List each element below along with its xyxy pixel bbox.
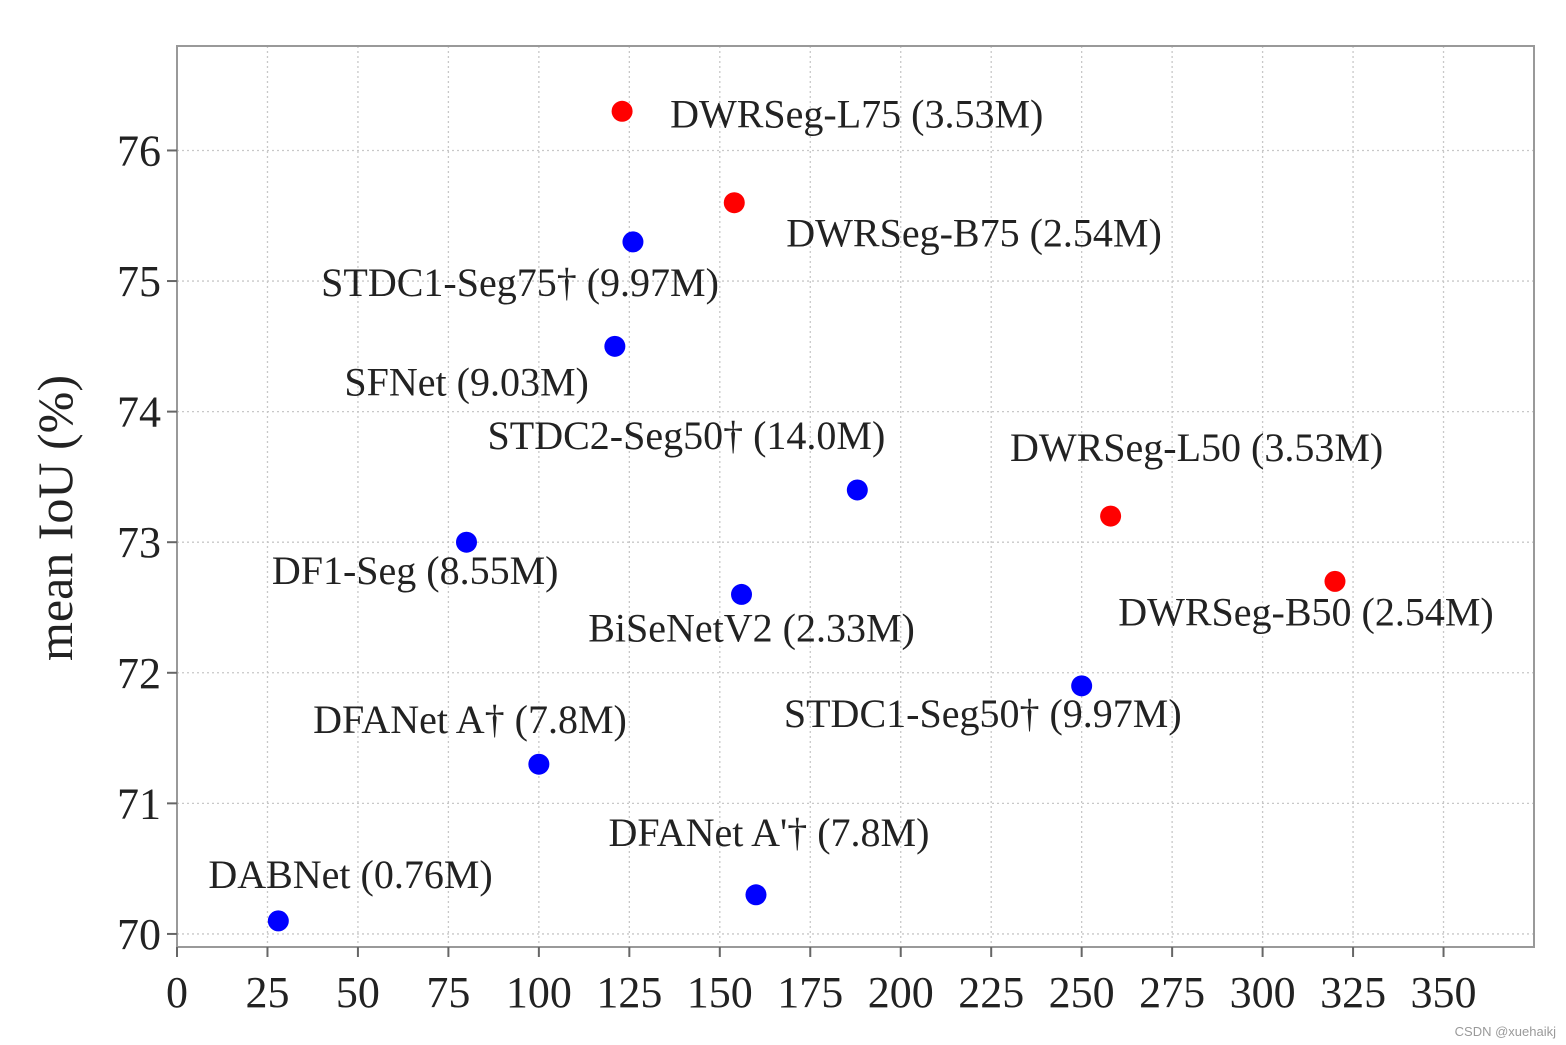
data-point (622, 231, 643, 252)
y-axis: 70 71 72 73 74 75 76 (117, 126, 177, 958)
y-tick-label: 74 (117, 388, 161, 437)
data-point (847, 479, 868, 500)
point-label: DWRSeg-L75 (3.53M) (670, 91, 1043, 136)
x-tick-label: 0 (166, 968, 188, 1017)
x-tick-label: 275 (1139, 968, 1205, 1017)
point-label: STDC1-Seg50† (9.97M) (784, 691, 1182, 736)
data-point (528, 754, 549, 775)
point-label: DWRSeg-B75 (2.54M) (786, 211, 1162, 256)
x-tick-label: 225 (958, 968, 1024, 1017)
x-tick-label: 50 (336, 968, 380, 1017)
x-tick-label: 250 (1049, 968, 1115, 1017)
y-axis-label: mean IoU (%) (27, 375, 83, 661)
x-tick-label: 350 (1411, 968, 1477, 1017)
data-point (604, 336, 625, 357)
y-tick-label: 76 (117, 126, 161, 175)
point-label: DWRSeg-L50 (3.53M) (1010, 425, 1383, 470)
point-label: DWRSeg-B50 (2.54M) (1118, 589, 1494, 634)
x-tick-label: 300 (1230, 968, 1296, 1017)
x-tick-label: 100 (506, 968, 572, 1017)
x-tick-label: 25 (245, 968, 289, 1017)
y-tick-label: 71 (117, 779, 161, 828)
point-label: STDC2-Seg50† (14.0M) (488, 413, 886, 458)
scatter-chart: 0 25 50 75 100 125 150 175 200 225 250 275 300 325 350… (0, 0, 1566, 1045)
watermark: CSDN @xuehaikj (1455, 1024, 1556, 1039)
y-tick-label: 73 (117, 518, 161, 567)
point-label: DFANet A'† (7.8M) (609, 810, 930, 855)
data-point (724, 192, 745, 213)
data-point (1100, 506, 1121, 527)
point-label: DF1-Seg (8.55M) (272, 548, 559, 593)
x-tick-label: 125 (596, 968, 662, 1017)
y-tick-label: 75 (117, 257, 161, 306)
x-tick-label: 325 (1320, 968, 1386, 1017)
point-label: STDC1-Seg75† (9.97M) (321, 260, 719, 305)
data-point (612, 101, 633, 122)
data-point (731, 584, 752, 605)
x-tick-label: 200 (868, 968, 934, 1017)
x-tick-label: 175 (777, 968, 843, 1017)
data-point (268, 910, 289, 931)
y-tick-label: 70 (117, 910, 161, 959)
point-label: DABNet (0.76M) (208, 852, 492, 897)
x-tick-label: 150 (687, 968, 753, 1017)
point-label: SFNet (9.03M) (344, 359, 588, 404)
point-label: DFANet A† (7.8M) (313, 697, 627, 742)
point-label: BiSeNetV2 (2.33M) (588, 605, 915, 650)
x-tick-label: 75 (426, 968, 470, 1017)
y-tick-label: 72 (117, 649, 161, 698)
data-point (745, 884, 766, 905)
x-axis: 0 25 50 75 100 125 150 175 200 225 250 275 300 325 350 (166, 947, 1477, 1017)
